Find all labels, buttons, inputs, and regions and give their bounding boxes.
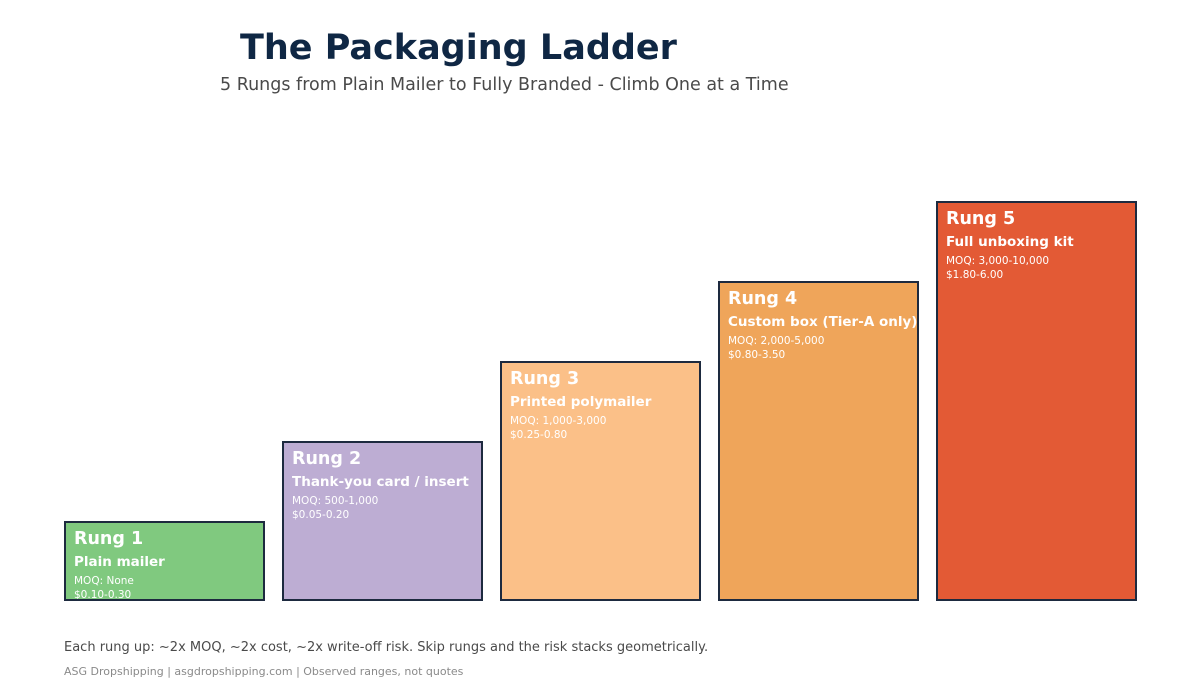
footnote: Each rung up: ~2x MOQ, ~2x cost, ~2x wri…: [64, 640, 709, 655]
rung-moq: MOQ: 500-1,000: [292, 495, 379, 507]
rung-moq: MOQ: 2,000-5,000: [728, 335, 825, 347]
rung-title: Rung 4: [728, 289, 798, 309]
rung-moq: MOQ: 3,000-10,000: [946, 255, 1050, 267]
rung-name: Full unboxing kit: [946, 234, 1074, 250]
rung-cost: $0.10-0.30: [74, 589, 132, 601]
rung-title: Rung 5: [946, 209, 1016, 229]
rung-name: Custom box (Tier-A only): [728, 314, 918, 330]
rung-1: Rung 1 Plain mailer MOQ: None $0.10-0.30: [64, 521, 265, 601]
rung-4: Rung 4 Custom box (Tier-A only) MOQ: 2,000…: [718, 281, 919, 601]
rung-3: Rung 3 Printed polymailer MOQ: 1,000-3,000…: [500, 361, 701, 601]
rung-name: Printed polymailer: [510, 394, 652, 410]
rung-cost: $0.80-3.50: [728, 349, 786, 361]
rung-name: Thank-you card / insert: [292, 474, 469, 490]
rung-cost: $1.80-6.00: [946, 269, 1004, 281]
source-line: ASG Dropshipping | asgdropshipping.com |…: [64, 665, 464, 678]
rung-moq: MOQ: 1,000-3,000: [510, 415, 607, 427]
rung-cost: $0.05-0.20: [292, 509, 350, 521]
page-title: The Packaging Ladder: [240, 28, 677, 68]
rung-5: Rung 5 Full unboxing kit MOQ: 3,000-10,000…: [936, 201, 1137, 601]
rung-title: Rung 3: [510, 369, 580, 389]
rung-name: Plain mailer: [74, 554, 165, 570]
rung-2: Rung 2 Thank-you card / insert MOQ: 500-1,…: [282, 441, 483, 601]
rung-title: Rung 2: [292, 449, 362, 469]
page-subtitle: 5 Rungs from Plain Mailer to Fully Brand…: [220, 75, 789, 95]
rung-cost: $0.25-0.80: [510, 429, 568, 441]
rung-title: Rung 1: [74, 529, 144, 549]
rung-moq: MOQ: None: [74, 575, 134, 587]
